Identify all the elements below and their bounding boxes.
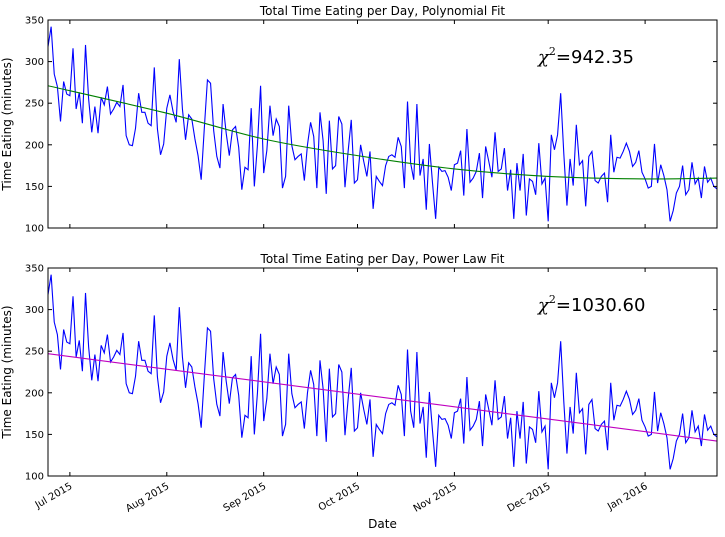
chi-symbol: χ	[536, 47, 550, 68]
daily-time-series-line	[48, 274, 717, 470]
chi-squared-annotation: χ2=1030.60	[536, 293, 645, 316]
plot-frame	[47, 19, 718, 229]
y-tick-label: 100	[25, 472, 44, 483]
y-tick-label: 150	[25, 430, 44, 441]
chi-symbol: χ	[536, 295, 550, 316]
y-tick-label: 300	[25, 57, 44, 68]
chi-squared-annotation: χ2=942.35	[536, 45, 634, 68]
power-law-fit-panel: Total Time Eating per Day, Power Law Fit…	[0, 252, 718, 531]
y-tick-label: 100	[25, 224, 44, 235]
fit-curve-line	[48, 85, 717, 180]
x-tick-label: Sep 2015	[222, 481, 269, 514]
chart-title: Total Time Eating per Day, Power Law Fit	[260, 252, 505, 266]
chi-superscript: 2	[549, 45, 556, 58]
x-tick-label: Dec 2015	[506, 481, 553, 515]
y-tick-label: 350	[25, 16, 44, 27]
y-tick-label: 250	[25, 347, 44, 358]
y-axis-label: Time Eating (minutes)	[0, 57, 14, 191]
y-tick-label: 200	[25, 388, 44, 399]
x-tick-label: Oct 2015	[317, 481, 362, 513]
fit-curve-line	[48, 353, 717, 442]
y-tick-label: 300	[25, 305, 44, 316]
y-axis-label: Time Eating (minutes)	[0, 305, 14, 439]
x-tick-label: Jul 2015	[33, 481, 75, 511]
y-tick-label: 250	[25, 99, 44, 110]
y-tick-label: 350	[25, 264, 44, 275]
y-tick-label: 200	[25, 140, 44, 151]
x-tick-label: Aug 2015	[124, 481, 171, 515]
chi-value: =942.35	[556, 47, 634, 68]
y-tick-label: 150	[25, 182, 44, 193]
chi-value: =1030.60	[556, 295, 646, 316]
plot-frame	[47, 267, 718, 477]
chart-title: Total Time Eating per Day, Polynomial Fi…	[259, 4, 506, 18]
polynomial-fit-panel: Total Time Eating per Day, Polynomial Fi…	[0, 4, 718, 235]
chi-superscript: 2	[549, 293, 556, 306]
daily-time-series-line	[48, 26, 717, 222]
x-tick-label: Jan 2016	[605, 481, 650, 513]
x-tick-label: Nov 2015	[412, 481, 459, 515]
x-axis-label: Date	[368, 517, 397, 531]
